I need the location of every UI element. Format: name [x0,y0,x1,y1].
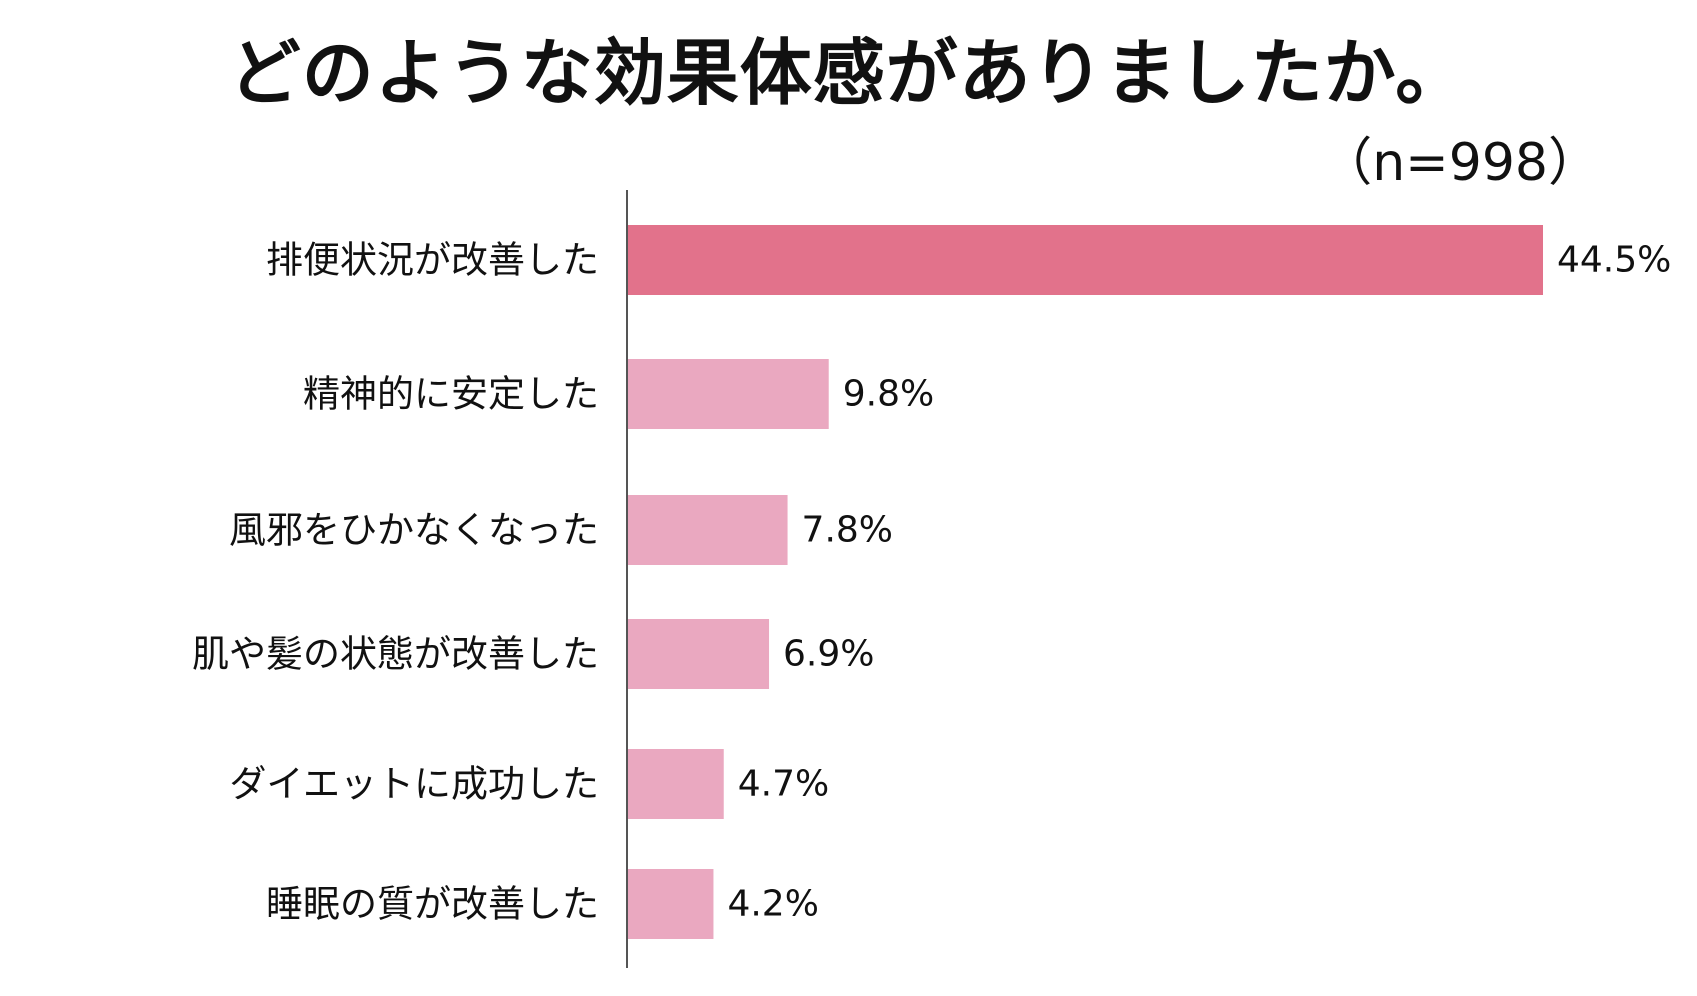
category-label-3: 風邪をひかなくなった [229,509,599,552]
category-label-1: 排便状況が改善した [266,239,599,282]
category-label-5: ダイエットに成功した [229,763,599,806]
bar-2 [627,359,829,429]
value-label-3: 7.8% [802,510,893,551]
value-label-2: 9.8% [843,374,934,415]
category-labels-group: 排便状況が改善した精神的に安定した風邪をひかなくなった肌や髪の状態が改善したダイ… [192,239,599,926]
bar-3 [627,495,788,565]
value-labels-group: 44.5% 9.8% 7.8% 6.9% 4.7% 4.2% [727,240,1671,925]
category-label-6: 睡眠の質が改善した [266,883,599,926]
bar-1 [627,225,1543,295]
bar-4 [627,619,770,689]
sample-size-label: （n=998） [1320,133,1600,193]
bars-group [627,225,1543,939]
bar-5 [627,749,724,819]
value-label-1: 44.5% [1557,240,1671,281]
category-label-4: 肌や髪の状態が改善した [192,633,599,676]
value-label-5: 4.7% [738,764,829,805]
bar-6 [627,869,714,939]
value-label-6: 4.2% [727,884,818,925]
value-label-4: 6.9% [783,634,874,675]
chart-title: どのような効果体感がありましたか。 [228,31,1469,115]
category-label-2: 精神的に安定した [303,373,599,416]
